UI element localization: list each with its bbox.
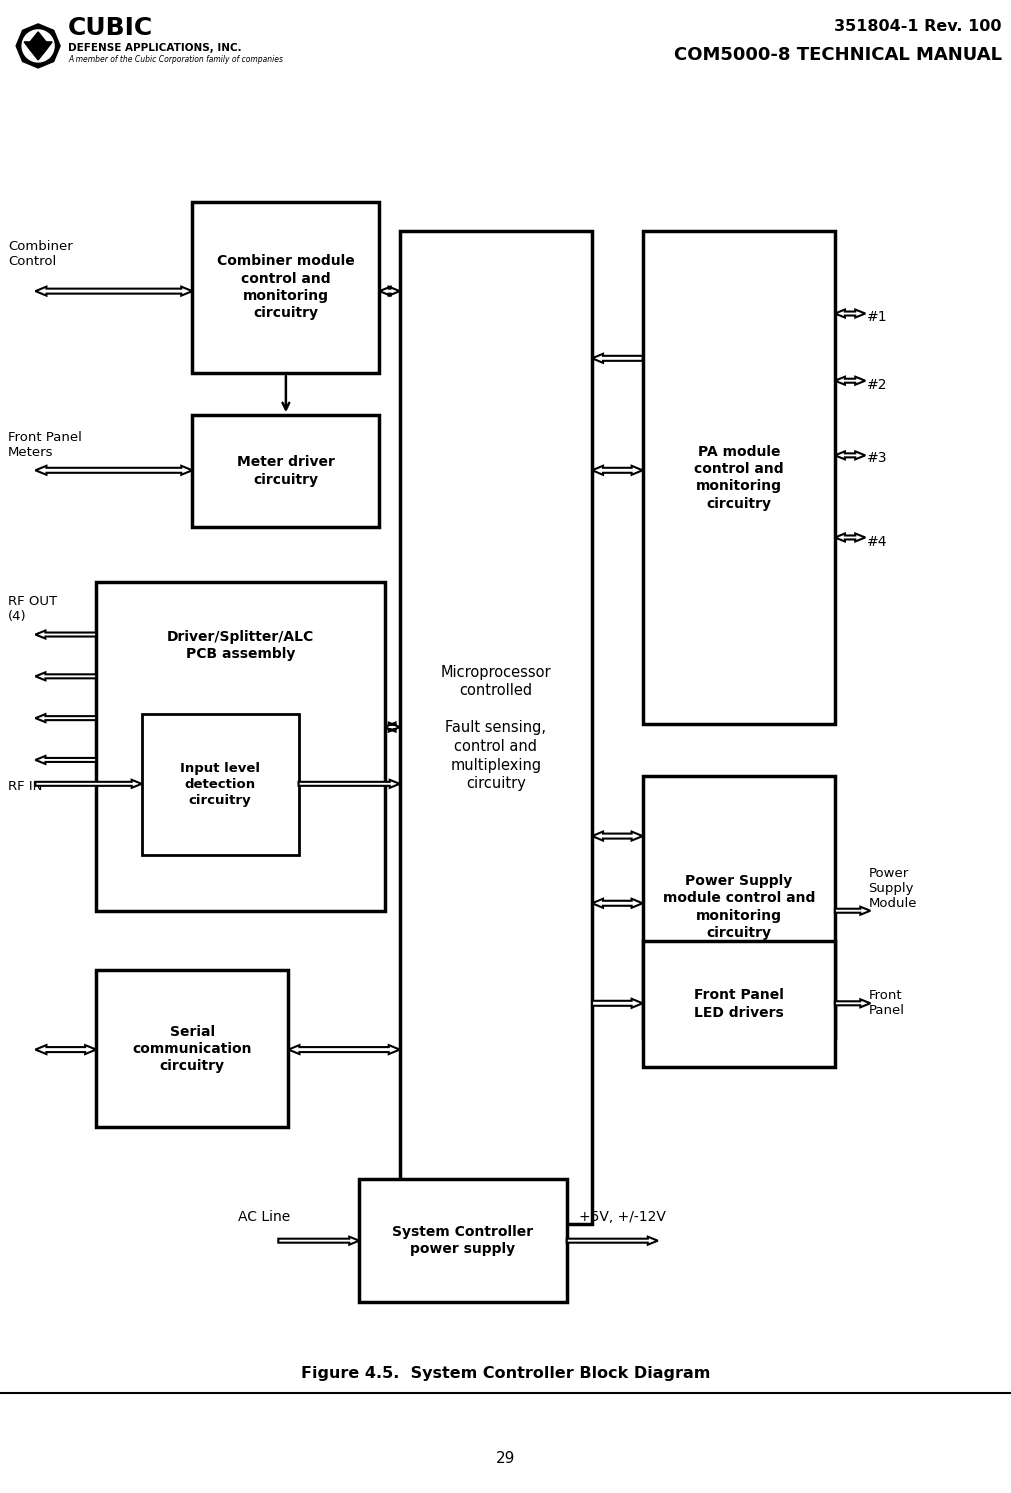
Text: 29: 29 (495, 1451, 516, 1466)
Text: Combiner
Control: Combiner Control (8, 240, 73, 267)
Text: Front Panel
LED drivers: Front Panel LED drivers (694, 988, 783, 1020)
Polygon shape (591, 999, 642, 1008)
Text: System Controller
power supply: System Controller power supply (392, 1226, 533, 1256)
Text: #2: #2 (866, 378, 887, 393)
Text: PA module
control and
monitoring
circuitry: PA module control and monitoring circuit… (694, 445, 783, 511)
Polygon shape (591, 466, 642, 475)
Text: Front
Panel: Front Panel (867, 990, 904, 1017)
Bar (192, 415, 379, 527)
Text: #1: #1 (866, 309, 887, 324)
Polygon shape (35, 287, 192, 296)
Circle shape (22, 30, 54, 61)
Polygon shape (834, 376, 864, 385)
Polygon shape (298, 779, 399, 788)
Polygon shape (16, 24, 60, 67)
Text: Meter driver
circuitry: Meter driver circuitry (237, 455, 335, 487)
Text: Driver/Splitter/ALC
PCB assembly: Driver/Splitter/ALC PCB assembly (167, 630, 313, 661)
Text: COM5000-8 TECHNICAL MANUAL: COM5000-8 TECHNICAL MANUAL (673, 46, 1001, 64)
Polygon shape (24, 31, 53, 60)
Text: Input level
detection
circuitry: Input level detection circuitry (180, 761, 260, 808)
Text: Power
Supply
Module: Power Supply Module (867, 867, 916, 909)
Polygon shape (35, 779, 142, 788)
Text: AC Line: AC Line (238, 1209, 290, 1224)
Polygon shape (35, 672, 96, 681)
Text: A member of the Cubic Corporation family of companies: A member of the Cubic Corporation family… (68, 55, 283, 64)
Polygon shape (35, 1045, 96, 1054)
Text: #3: #3 (866, 451, 887, 466)
Polygon shape (384, 723, 399, 732)
Polygon shape (278, 1236, 359, 1245)
Bar (96, 582, 384, 911)
Polygon shape (591, 832, 642, 841)
Bar (359, 1179, 566, 1302)
Text: Serial
communication
circuitry: Serial communication circuitry (132, 1024, 252, 1073)
Bar (642, 231, 834, 724)
Text: CUBIC: CUBIC (68, 16, 154, 40)
Text: Microprocessor
controlled

Fault sensing,
control and
multiplexing
circuitry: Microprocessor controlled Fault sensing,… (440, 664, 551, 791)
Bar (96, 970, 288, 1127)
Polygon shape (834, 999, 869, 1008)
Text: RF IN: RF IN (8, 781, 42, 793)
Text: Front Panel
Meters: Front Panel Meters (8, 431, 82, 458)
Bar (642, 776, 834, 1038)
Bar (192, 202, 379, 373)
Text: +5V, +/-12V: +5V, +/-12V (578, 1209, 665, 1224)
Polygon shape (35, 630, 96, 639)
Polygon shape (288, 1045, 399, 1054)
Text: DEFENSE APPLICATIONS, INC.: DEFENSE APPLICATIONS, INC. (68, 43, 242, 52)
Polygon shape (834, 533, 864, 542)
Polygon shape (834, 906, 869, 915)
Polygon shape (834, 309, 864, 318)
Polygon shape (834, 451, 864, 460)
Text: RF OUT
(4): RF OUT (4) (8, 596, 58, 623)
Polygon shape (591, 354, 642, 363)
Polygon shape (35, 466, 192, 475)
Text: Figure 4.5.  System Controller Block Diagram: Figure 4.5. System Controller Block Diag… (301, 1366, 710, 1381)
Bar (642, 941, 834, 1067)
Text: Combiner module
control and
monitoring
circuitry: Combiner module control and monitoring c… (216, 254, 355, 321)
Polygon shape (566, 1236, 657, 1245)
Bar (142, 714, 298, 855)
Bar (399, 231, 591, 1224)
Polygon shape (591, 899, 642, 908)
Text: 351804-1 Rev. 100: 351804-1 Rev. 100 (833, 19, 1001, 34)
Text: #4: #4 (866, 534, 887, 549)
Polygon shape (379, 287, 399, 296)
Polygon shape (35, 755, 96, 764)
Polygon shape (35, 714, 96, 723)
Text: Power Supply
module control and
monitoring
circuitry: Power Supply module control and monitori… (662, 873, 814, 941)
